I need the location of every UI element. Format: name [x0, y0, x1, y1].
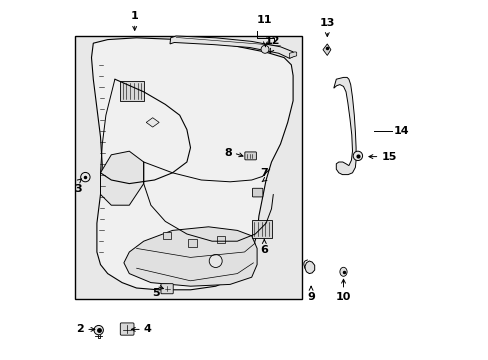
- Text: 13: 13: [319, 18, 334, 28]
- Bar: [216, 236, 225, 243]
- Circle shape: [261, 45, 268, 53]
- Polygon shape: [146, 118, 159, 127]
- Bar: [251, 220, 271, 238]
- Polygon shape: [333, 77, 355, 175]
- Bar: [75, 36, 302, 299]
- Text: 12: 12: [264, 36, 280, 46]
- Text: 14: 14: [393, 126, 408, 136]
- Text: 11: 11: [256, 15, 271, 25]
- Text: 10: 10: [335, 292, 350, 302]
- Text: 4: 4: [143, 324, 151, 334]
- Text: 1: 1: [131, 11, 138, 21]
- Bar: [187, 239, 196, 247]
- Polygon shape: [170, 36, 294, 58]
- Ellipse shape: [339, 267, 346, 276]
- Text: 15: 15: [381, 152, 396, 162]
- Text: 6: 6: [260, 245, 268, 255]
- Circle shape: [94, 325, 103, 335]
- Bar: [120, 81, 143, 101]
- Polygon shape: [305, 261, 314, 274]
- Text: 8: 8: [224, 148, 231, 158]
- Circle shape: [81, 172, 90, 182]
- Text: 5: 5: [152, 288, 160, 298]
- Polygon shape: [91, 38, 292, 290]
- Bar: [163, 232, 171, 239]
- FancyBboxPatch shape: [120, 323, 134, 335]
- Circle shape: [352, 151, 362, 161]
- Text: 7: 7: [260, 168, 267, 178]
- Polygon shape: [123, 227, 257, 286]
- FancyBboxPatch shape: [244, 152, 256, 160]
- Polygon shape: [289, 52, 296, 58]
- Circle shape: [209, 255, 222, 267]
- Polygon shape: [322, 44, 330, 55]
- Text: 2: 2: [77, 324, 84, 334]
- Text: 3: 3: [74, 184, 82, 194]
- Polygon shape: [101, 151, 143, 205]
- FancyBboxPatch shape: [161, 284, 173, 294]
- FancyBboxPatch shape: [252, 188, 263, 197]
- Text: 9: 9: [306, 292, 314, 302]
